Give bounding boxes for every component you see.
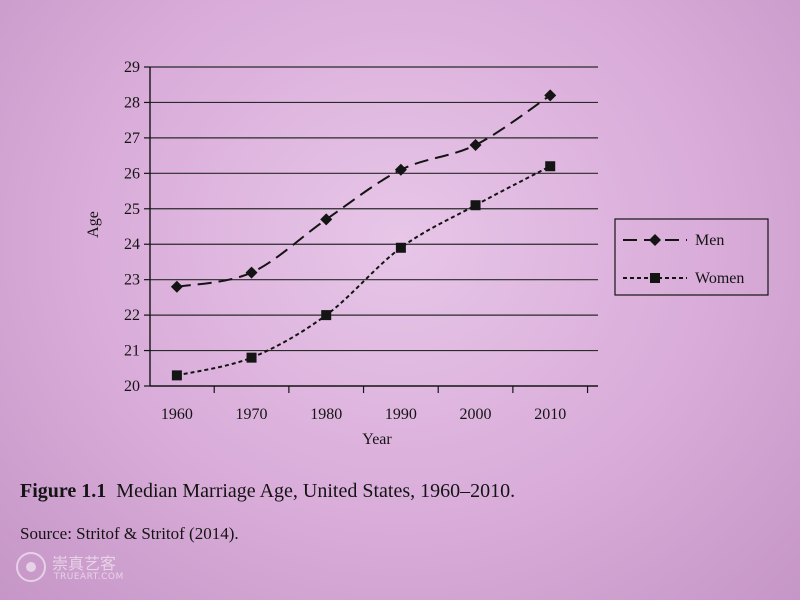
legend-entry-women: Women bbox=[623, 270, 744, 287]
watermark-logo: 崇真艺客 TRUEART.COM bbox=[16, 548, 146, 588]
data-point-women-2010 bbox=[545, 161, 556, 172]
figure-caption: Figure 1.1 Median Marriage Age, United St… bbox=[20, 480, 515, 503]
series bbox=[170, 89, 557, 381]
legend-box bbox=[614, 218, 769, 296]
data-point-women-1980 bbox=[321, 310, 332, 321]
figure-title: Median Marriage Age, United States, 1960… bbox=[116, 480, 516, 502]
y-tick-label-22: 22 bbox=[124, 307, 140, 324]
x-tick-label-1960: 1960 bbox=[161, 406, 193, 423]
data-point-women-2000 bbox=[470, 200, 481, 211]
data-point-men-1990 bbox=[394, 163, 407, 176]
x-tick-label-2010: 2010 bbox=[534, 406, 566, 423]
data-point-men-1980 bbox=[320, 213, 333, 226]
data-point-men-2000 bbox=[469, 138, 482, 151]
figure-number: Figure 1.1 bbox=[20, 480, 107, 502]
y-tick-label-23: 23 bbox=[124, 272, 140, 289]
data-point-men-1970 bbox=[245, 266, 258, 279]
y-tick-label-24: 24 bbox=[124, 236, 140, 253]
x-tick-label-1970: 1970 bbox=[236, 406, 268, 423]
y-axis-title: Age bbox=[85, 211, 102, 238]
data-point-men-2010 bbox=[544, 89, 557, 102]
data-point-women-1960 bbox=[171, 370, 182, 381]
x-axis-title: Year bbox=[362, 431, 392, 448]
legend-label-women: Women bbox=[695, 270, 744, 287]
legend-marker-women bbox=[650, 273, 660, 283]
legend-entry-men: Men bbox=[623, 232, 724, 249]
series-men bbox=[170, 89, 557, 293]
x-tick-label-1980: 1980 bbox=[310, 406, 342, 423]
data-point-men-1960 bbox=[170, 280, 183, 293]
y-tick-label-25: 25 bbox=[124, 201, 140, 218]
legend-label-men: Men bbox=[695, 232, 724, 249]
x-tick-label-2000: 2000 bbox=[460, 406, 492, 423]
y-tick-label-27: 27 bbox=[124, 130, 140, 147]
watermark-english: TRUEART.COM bbox=[54, 572, 124, 582]
y-tick-label-26: 26 bbox=[124, 165, 140, 182]
watermark-chinese: 崇真艺客 bbox=[52, 554, 117, 573]
y-tick-label-29: 29 bbox=[124, 59, 140, 76]
figure-source: Source: Stritof & Stritof (2014). bbox=[20, 524, 239, 543]
series-women bbox=[171, 161, 556, 381]
legend-marker-men bbox=[649, 234, 661, 246]
watermark-icon bbox=[16, 552, 46, 582]
series-line-men bbox=[176, 94, 551, 288]
y-tick-label-20: 20 bbox=[124, 378, 140, 395]
y-tick-label-21: 21 bbox=[124, 343, 140, 360]
y-tick-label-28: 28 bbox=[124, 94, 140, 111]
data-point-women-1990 bbox=[395, 242, 406, 253]
data-point-women-1970 bbox=[246, 352, 257, 363]
legend: Men Women bbox=[614, 218, 769, 296]
axes: 20 21 22 23 24 25 26 27 28 29 1960 1970 1980 1990 2000… bbox=[85, 59, 598, 448]
series-line-women bbox=[176, 165, 551, 377]
x-tick-label-1990: 1990 bbox=[385, 406, 417, 423]
